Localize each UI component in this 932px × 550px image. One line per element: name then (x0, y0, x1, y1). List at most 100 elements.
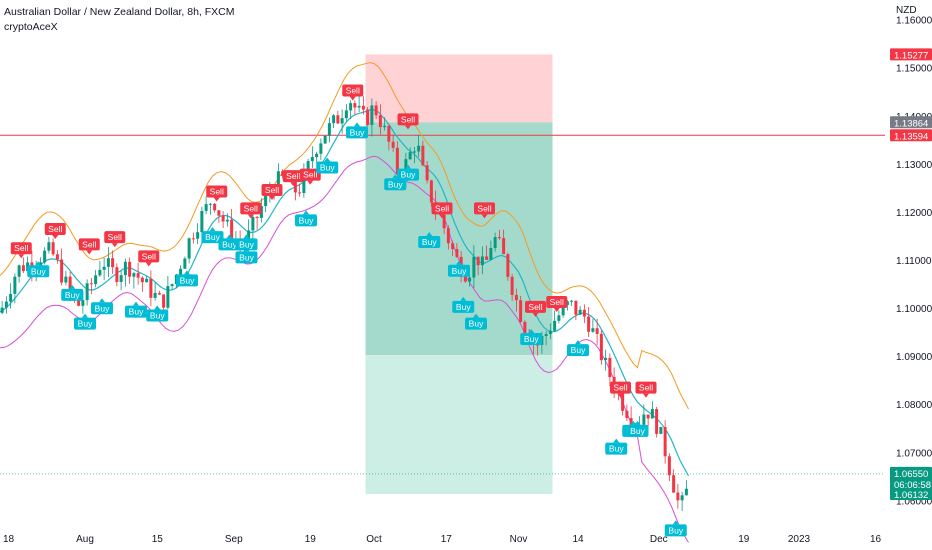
buy-signal: Buy (448, 260, 470, 277)
signal-label: Buy (78, 319, 93, 329)
indicator-author: cryptoAceX (4, 21, 58, 33)
candle-body (621, 392, 625, 411)
buy-signal: Buy (465, 313, 487, 330)
buy-signal: Buy (176, 270, 198, 287)
price-tick-label: 1.11000 (896, 256, 932, 267)
buy-signal: Buy (418, 231, 441, 248)
sell-signal: Sell (138, 250, 160, 267)
price-tick-label: 1.16000 (896, 16, 932, 27)
signal-box (295, 214, 317, 227)
signal-pointer (426, 231, 433, 236)
candle-body (446, 228, 450, 244)
current-price-tag (890, 466, 932, 491)
candle-body (310, 157, 314, 162)
sell-signal: Sell (44, 222, 66, 239)
candle-body (480, 256, 484, 266)
candle-body (47, 242, 51, 251)
signal-pointer (18, 254, 25, 259)
upper-band-line (0, 62, 689, 410)
signal-pointer (133, 301, 139, 306)
price-axis[interactable]: NZD1.160001.150001.140001.130001.120001.… (888, 0, 932, 550)
candle-body (187, 238, 191, 259)
buy-signal: Buy (605, 438, 628, 455)
signal-pointer (99, 298, 105, 303)
signal-label: Buy (239, 252, 254, 262)
currency-label: NZD (896, 5, 917, 16)
buy-signal: Buy (61, 284, 84, 301)
signal-label: Buy (524, 334, 539, 344)
signal-label: Buy (222, 239, 237, 249)
candle-body (676, 492, 680, 501)
buy-signal: Buy (27, 261, 50, 278)
candle-body (140, 277, 144, 283)
sell-signal: Sell (525, 300, 546, 317)
candle-body (128, 261, 132, 277)
signal-label: Sell (82, 239, 96, 249)
signal-box (546, 296, 568, 309)
price-tag-label: 1.13864 (894, 118, 928, 129)
candle-body (353, 103, 357, 108)
candle-body (442, 214, 446, 229)
signal-label: Buy (456, 302, 471, 312)
signal-box (74, 317, 96, 330)
candle-body (170, 284, 174, 287)
candle-body (94, 275, 98, 285)
candle-body (383, 125, 387, 128)
candle-body (153, 292, 157, 298)
signal-label: Sell (244, 203, 258, 213)
candle-body (208, 203, 212, 205)
signal-pointer (69, 284, 76, 289)
candle-body (587, 316, 591, 332)
sell-signal: Sell (546, 296, 568, 313)
time-tick-label: Dec (650, 534, 668, 545)
signal-label: Sell (639, 383, 653, 393)
signal-pointer (243, 247, 250, 252)
candle-body (523, 321, 527, 333)
signal-box (61, 288, 84, 301)
candle-body (349, 103, 353, 111)
signal-pointer (630, 420, 637, 425)
signal-pointer (213, 197, 220, 202)
candle-body (323, 135, 327, 144)
time-tick-label: 19 (305, 534, 317, 545)
signal-box (206, 185, 228, 198)
candle-body (650, 409, 654, 419)
signal-pointer (52, 234, 59, 239)
signal-pointer (643, 393, 649, 398)
signal-box (125, 305, 147, 318)
candle-body (451, 243, 455, 250)
basis-line (0, 109, 690, 477)
candle-body (145, 278, 149, 283)
signal-pointer (405, 164, 411, 169)
candle-body (659, 427, 663, 434)
signal-pointer (82, 313, 88, 318)
sell-signal: Sell (261, 184, 283, 201)
buy-signal: Buy (397, 164, 419, 181)
candle-body (502, 238, 506, 255)
signal-box (282, 170, 304, 183)
signal-box (465, 317, 487, 330)
candle-body (582, 309, 586, 317)
candle-body (115, 267, 119, 282)
signal-box (397, 113, 419, 126)
candle-body (132, 273, 136, 277)
candle-body (9, 293, 13, 302)
horizontal-line[interactable] (0, 134, 885, 475)
price-tag (890, 487, 932, 500)
candle-body (604, 357, 608, 361)
price-tick-label: 1.10000 (896, 304, 932, 315)
signal-label: Sell (477, 203, 491, 213)
signal-pointer (481, 214, 488, 219)
candle-body (81, 300, 85, 306)
buy-signal: Buy (235, 247, 258, 264)
candle-body (629, 418, 633, 426)
candle-body (196, 232, 200, 239)
time-tick-label: Oct (366, 534, 382, 545)
signal-box (397, 168, 419, 181)
candle-body (536, 344, 540, 346)
signal-box (525, 300, 546, 313)
time-axis[interactable]: 18 Aug 15 Sep 19 Oct 17 Nov 14 Dec 19 2023 16 (3, 534, 882, 545)
signal-label: Buy (571, 345, 586, 355)
